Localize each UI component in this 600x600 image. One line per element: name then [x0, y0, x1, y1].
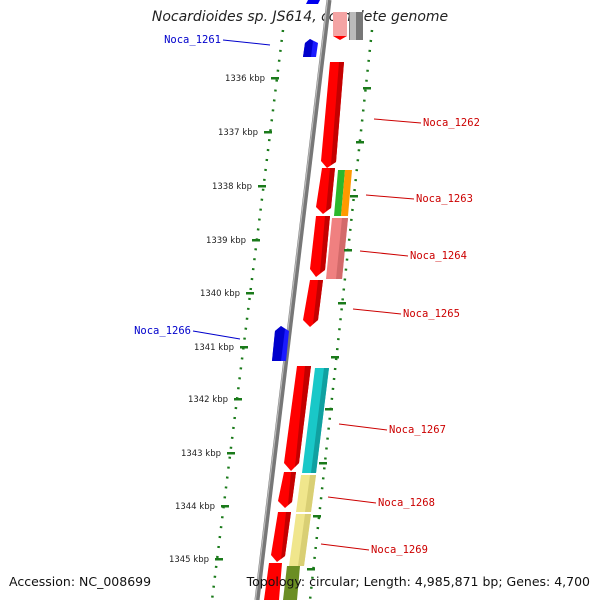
scale-tick-right [319, 462, 327, 465]
gene-label[interactable]: Noca_1269 [371, 544, 428, 556]
gene-leader-line [373, 118, 422, 124]
scale-tick-right [331, 356, 339, 359]
gene-label[interactable]: Noca_1264 [410, 250, 467, 262]
gene-leader-line [352, 308, 402, 315]
gene-noca-1268[interactable] [278, 472, 296, 508]
gene-noca-1262[interactable] [321, 62, 344, 168]
left-scale-rail [210, 29, 285, 600]
gene-label[interactable]: Noca_1267 [389, 424, 446, 436]
gene-noca-1263[interactable] [316, 168, 335, 214]
scale-tick-right [350, 195, 358, 198]
top-cds-salmon [333, 12, 347, 36]
gene-noca-1261[interactable] [303, 39, 318, 57]
gene-noca-1267[interactable] [284, 366, 311, 471]
scale-tick-label: 1343 kbp [181, 449, 221, 459]
backbone [254, 0, 332, 600]
gene-noca-1269[interactable] [271, 512, 291, 562]
scale-tick [271, 77, 279, 80]
gene-label[interactable]: Noca_1265 [403, 308, 460, 320]
gene-leader-line [222, 39, 271, 46]
gene-leader-line [327, 496, 377, 504]
top-cds-light [350, 12, 356, 40]
scale-tick [258, 185, 266, 188]
map-title: Nocardioides sp. JS614, complete genome [151, 9, 449, 25]
scale-tick-label: 1341 kbp [194, 343, 234, 353]
scale-tick [240, 346, 248, 349]
genome-summary-text: Topology: circular; Length: 4,985,871 bp… [246, 574, 590, 589]
scale-tick-label: 1342 kbp [188, 395, 228, 405]
scale-tick-label: 1345 kbp [169, 555, 209, 565]
gene-noca-1266[interactable] [272, 326, 289, 361]
gene-noca-1265[interactable] [303, 280, 323, 327]
scale-tick [252, 239, 260, 242]
scale-tick-label: 1338 kbp [212, 182, 252, 192]
scale-tick-right [325, 408, 333, 411]
scale-tick-right [313, 515, 321, 518]
gene-leader-line [365, 194, 415, 200]
gene-noca-1264[interactable] [310, 216, 330, 277]
scale-tick-label: 1340 kbp [200, 289, 240, 299]
scale-tick-label: 1336 kbp [225, 74, 265, 84]
scale-tick [221, 505, 229, 508]
gene-label[interactable]: Noca_1262 [423, 117, 480, 129]
gene-leader-line [338, 423, 388, 431]
scale-tick [215, 558, 223, 561]
accession-text: Accession: NC_008699 [9, 574, 152, 589]
cds-noca-1267 [302, 368, 329, 473]
scale-tick-right [344, 249, 352, 252]
scale-tick-label: 1344 kbp [175, 502, 215, 512]
gene-label[interactable]: Noca_1268 [378, 497, 435, 509]
scale-tick-label: 1337 kbp [218, 128, 258, 138]
scale-tick [234, 398, 242, 401]
gene-leader-line [192, 330, 241, 340]
cds-noca-1263 [334, 170, 352, 216]
top-gene-arrow [333, 36, 347, 40]
right-scale-rail [308, 29, 374, 600]
gene-label[interactable]: Noca_1266 [134, 325, 191, 337]
scale-tick [227, 452, 235, 455]
scale-tick [264, 131, 272, 134]
gene-leader-line [359, 250, 409, 257]
scale-tick [246, 292, 254, 295]
cds-noca-1269 [289, 514, 311, 566]
bottom-partial-features [264, 563, 300, 600]
scale-tick-right [338, 302, 346, 305]
scale-tick-right [307, 568, 315, 571]
scale-tick-right [356, 141, 364, 144]
gene-label[interactable]: Noca_1263 [416, 193, 473, 205]
gene-leader-line [320, 543, 370, 551]
cds-noca-1264 [326, 218, 348, 279]
gene-label[interactable]: Noca_1261 [164, 34, 221, 46]
top-reverse-gene [306, 0, 320, 4]
scale-tick-right [363, 87, 371, 90]
scale-tick-label: 1339 kbp [206, 236, 246, 246]
cds-noca-1268 [296, 475, 316, 512]
